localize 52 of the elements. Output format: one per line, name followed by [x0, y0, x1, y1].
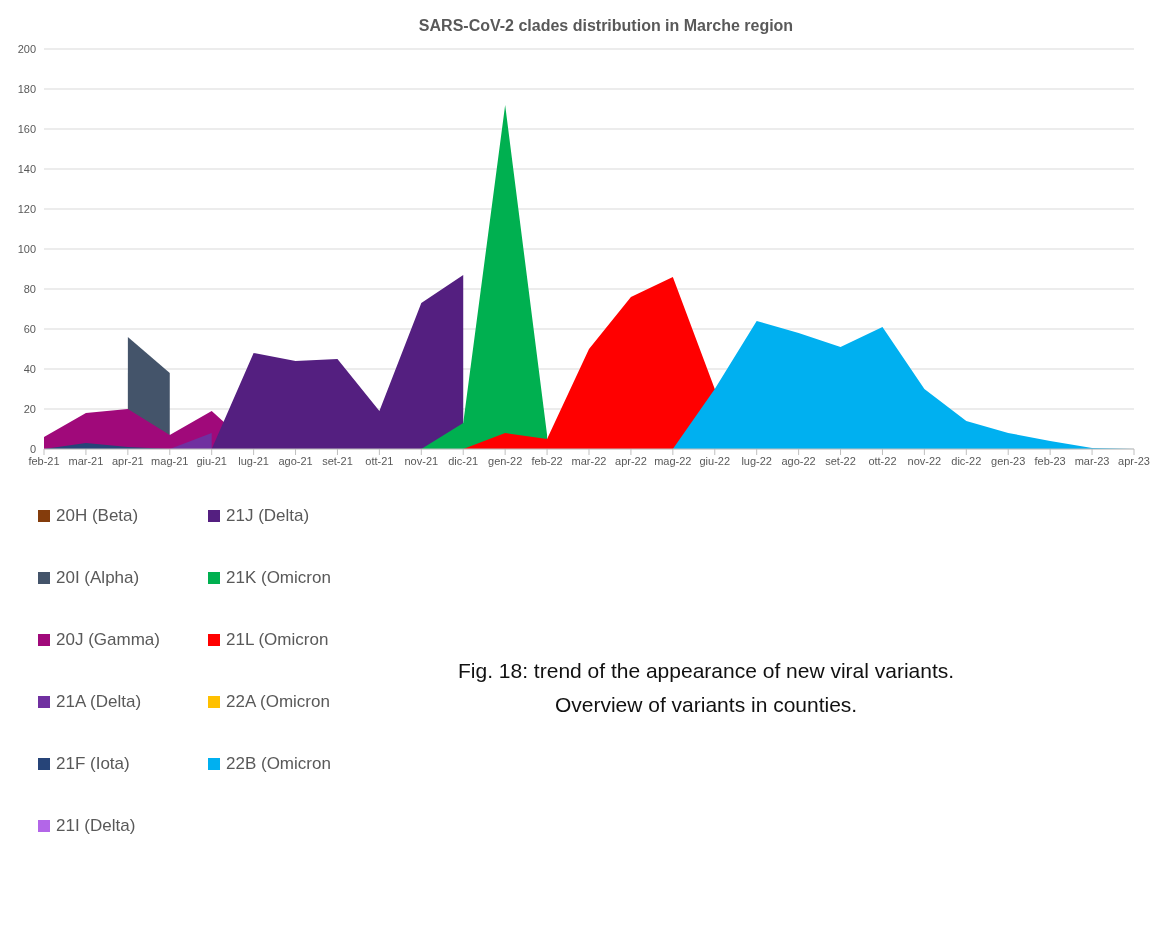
legend-label: 20H (Beta): [56, 506, 139, 526]
x-tick-label: ago-21: [278, 454, 313, 467]
y-tick-label: 60: [23, 322, 36, 335]
x-tick-label: ott-21: [365, 454, 394, 467]
caption: Fig. 18: trend of the appearance of new viral variants.: [458, 658, 955, 684]
x-tick-label: feb-21: [28, 454, 60, 467]
legend-label: 20I (Alpha): [56, 568, 140, 588]
legend-label: 21F (Iota): [56, 754, 130, 774]
y-tick-label: 20: [23, 402, 36, 415]
y-tick-label: 80: [23, 282, 36, 295]
legend-label: 21A (Delta): [56, 692, 142, 712]
x-tick-label: apr-22: [615, 454, 647, 467]
y-tick-label: 200: [17, 42, 36, 55]
x-tick-label: mag-22: [654, 454, 692, 467]
text: Overview of variants in counties.: [553, 692, 859, 718]
x-tick-label: feb-23: [1034, 454, 1066, 467]
x-tick-label: gen-23: [991, 454, 1026, 467]
y-tick-label: 100: [17, 242, 36, 255]
x-tick-label: giu-22: [699, 454, 731, 467]
x-tick-label: dic-21: [448, 454, 479, 467]
legend-label: 21J (Delta): [226, 506, 310, 526]
x-tick-label: lug-22: [741, 454, 772, 467]
x-tick-label: mag-21: [151, 454, 189, 467]
legend-label: 20J (Gamma): [56, 630, 160, 650]
x-tick-label: mar-23: [1074, 454, 1110, 467]
y-tick-label: 160: [17, 122, 36, 135]
y-tick-label: 180: [17, 82, 36, 95]
legend-label: 22A (Omicron: [226, 692, 330, 712]
x-tick-label: feb-22: [531, 454, 563, 467]
x-tick-label: lug-21: [238, 454, 269, 467]
x-tick-label: mar-22: [571, 454, 607, 467]
x-tick-label: apr-23: [1118, 454, 1150, 467]
legend-label: 21L (Omicron: [226, 630, 329, 650]
y-tick-label: 0: [29, 442, 36, 455]
y-tick-label: 120: [17, 202, 36, 215]
x-tick-label: dic-22: [951, 454, 982, 467]
y-tick-label: 140: [17, 162, 36, 175]
x-tick-label: gen-22: [488, 454, 523, 467]
x-tick-label: set-21: [322, 454, 353, 467]
x-tick-label: apr-21: [111, 454, 144, 467]
x-tick-label: mar-21: [68, 454, 104, 467]
x-tick-label: set-22: [825, 454, 856, 467]
x-tick-label: giu-21: [196, 454, 227, 467]
chart-title: SARS-CoV-2 clades distribution in Marche region: [417, 16, 795, 36]
legend-label: 21I (Delta): [56, 816, 136, 836]
x-tick-label: ago-22: [781, 454, 816, 467]
y-tick-label: 40: [23, 362, 36, 375]
x-tick-label: ott-22: [868, 454, 897, 467]
legend-label: 21K (Omicron: [226, 568, 331, 588]
x-tick-label: nov-21: [404, 454, 439, 467]
x-tick-label: nov-22: [907, 454, 942, 467]
legend-label: 22B (Omicron: [226, 754, 331, 774]
